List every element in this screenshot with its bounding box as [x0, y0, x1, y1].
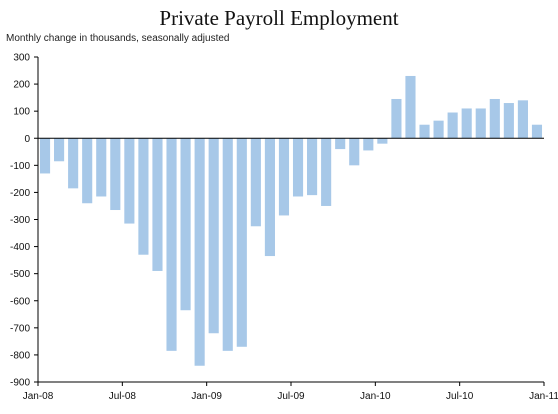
bar-mar-08: [68, 138, 79, 189]
bar-feb-09: [222, 138, 233, 351]
x-tick-label: Jan-10: [360, 391, 391, 402]
bar-jan-08: [39, 138, 51, 174]
bar-dec-09: [363, 138, 374, 151]
bar-feb-08: [54, 138, 65, 162]
y-tick-label: -200: [10, 188, 30, 199]
bars-group: [39, 75, 543, 366]
bar-sep-10: [489, 98, 500, 139]
chart-subtitle: Monthly change in thousands, seasonally …: [6, 33, 230, 44]
bar-jun-09: [278, 138, 290, 216]
x-tick-label: Jul-10: [446, 391, 474, 402]
bar-jul-08: [124, 138, 135, 224]
x-tick-label: Jan-08: [23, 391, 54, 402]
y-tick-label: -500: [10, 269, 30, 280]
axes-group: [34, 56, 545, 386]
x-tick-label: Jul-08: [109, 391, 137, 402]
bar-oct-09: [335, 138, 346, 150]
bar-apr-09: [250, 138, 261, 227]
bar-aug-08: [138, 138, 149, 255]
y-tick-label: -400: [10, 242, 30, 253]
bar-jan-09: [208, 138, 219, 334]
bar-sep-08: [152, 138, 163, 271]
bar-oct-10: [503, 103, 514, 139]
bar-may-08: [96, 138, 107, 197]
y-tick-label: 200: [13, 80, 30, 91]
x-tick-label: Jul-09: [277, 391, 305, 402]
bar-may-10: [433, 120, 444, 139]
bar-jun-08: [110, 138, 121, 211]
bar-mar-09: [236, 138, 247, 347]
y-tick-label: -600: [10, 296, 30, 307]
y-tick-label: -300: [10, 215, 30, 226]
x-tick-label: Jan-09: [191, 391, 222, 402]
bar-nov-10: [517, 100, 528, 139]
bar-apr-08: [82, 138, 93, 204]
bar-apr-10: [419, 124, 430, 139]
y-tick-label: -700: [10, 323, 30, 334]
bar-feb-10: [391, 98, 402, 139]
chart-title: Private Payroll Employment: [159, 6, 399, 30]
x-tick-label: Jan-11: [529, 391, 558, 402]
bar-nov-09: [349, 138, 360, 166]
y-tick-label: 0: [24, 134, 30, 145]
bar-nov-08: [180, 138, 191, 311]
y-tick-label: -900: [10, 378, 30, 389]
bar-oct-08: [166, 138, 177, 351]
bar-aug-09: [307, 138, 318, 196]
bar-aug-10: [475, 108, 486, 139]
bar-may-09: [264, 138, 275, 257]
bar-mar-10: [405, 75, 416, 139]
labels-group: 300 200 100 0 -100 -200 -300 -400 -500 -600 -700 -8…: [10, 53, 558, 403]
bar-dec-10: [531, 124, 543, 139]
bar-sep-09: [321, 138, 332, 206]
y-tick-label: -800: [10, 350, 30, 361]
bar-jul-09: [292, 138, 304, 197]
y-tick-label: 300: [13, 53, 30, 64]
bar-jan-10: [377, 138, 388, 144]
y-tick-label: 100: [13, 107, 30, 118]
bar-dec-08: [194, 138, 205, 366]
bar-jun-10: [447, 112, 458, 139]
y-tick-label: -100: [10, 161, 30, 172]
bar-jul-10: [461, 108, 472, 139]
